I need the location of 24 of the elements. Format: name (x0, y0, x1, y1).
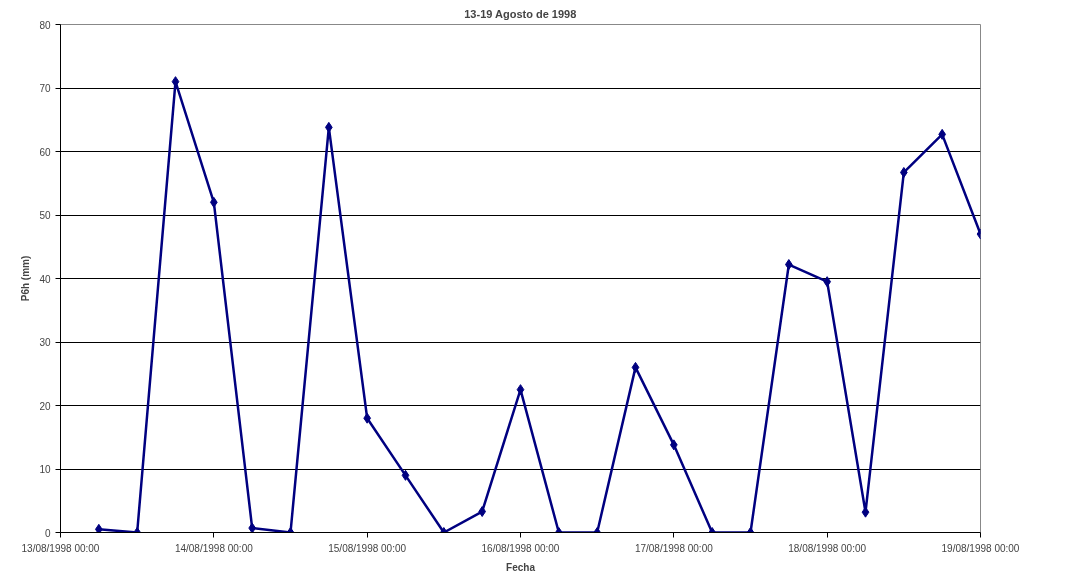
y-tick-label: 40 (39, 273, 51, 285)
y-tick-label: 10 (39, 464, 51, 475)
y-tick-label: 0 (44, 527, 51, 539)
y-tick-label: 20 (39, 400, 51, 412)
point (248, 522, 256, 533)
y-tick-label: 60 (39, 146, 51, 158)
y-tick-label: 50 (39, 210, 51, 221)
x-tick-label: 13/08/1998 00:00 (21, 542, 100, 554)
x-tick-label: 17/08/1998 00:00 (634, 542, 714, 554)
y-axis-title: P6h (mm) (20, 255, 32, 302)
x-tick-label: 14/08/1998 00:00 (174, 542, 254, 554)
x-tick-label: 19/08/1998 00:00 (941, 542, 1020, 554)
point (631, 361, 640, 373)
x-tick-label: 18/08/1998 00:00 (788, 542, 867, 554)
x-axis-title: Fecha (506, 561, 536, 573)
chart-title: 13-19 Agosto de 1998 (464, 7, 577, 20)
point (516, 384, 525, 396)
x-tick-label: 16/08/1998 00:00 (481, 542, 560, 554)
x-tick-label: 15/08/1998 00:00 (328, 542, 407, 554)
point (95, 523, 103, 533)
y-tick-label: 80 (39, 19, 51, 31)
y-tick-label: 30 (39, 337, 51, 348)
y-tick-label: 70 (39, 83, 51, 94)
point (401, 469, 410, 481)
